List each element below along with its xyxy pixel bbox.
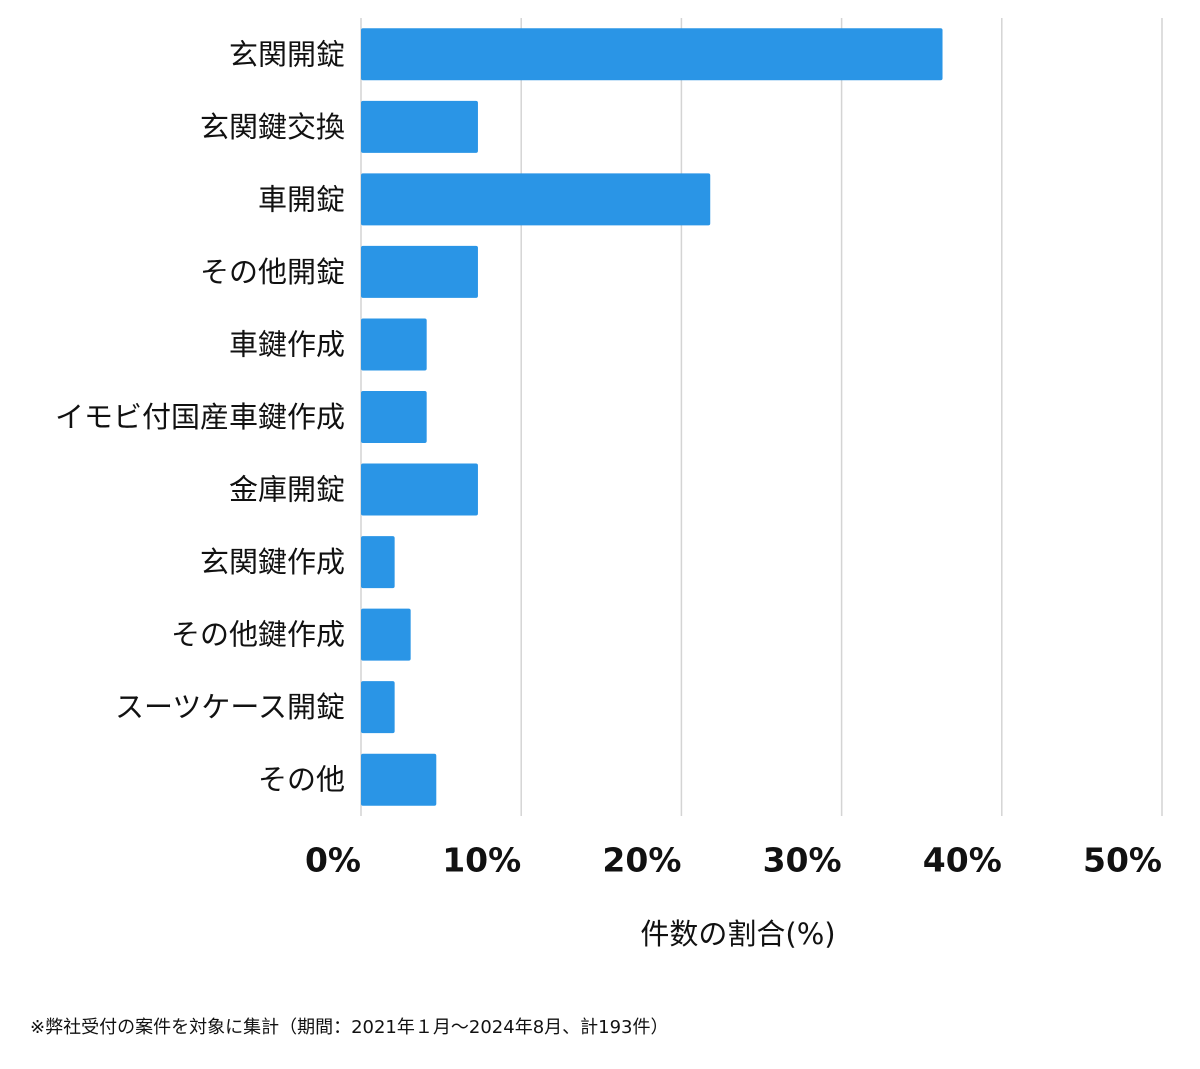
y-tick-label: イモビ付国産車鍵作成 — [55, 400, 345, 434]
bar — [361, 536, 395, 589]
bar — [361, 100, 478, 153]
bar — [361, 463, 478, 516]
x-tick-label: 50% — [1083, 841, 1162, 880]
y-tick-label: その他開錠 — [200, 255, 345, 289]
x-tick-label: 40% — [923, 841, 1002, 880]
y-tick-label: 玄関鍵交換 — [200, 110, 345, 144]
x-tick-label: 30% — [763, 841, 842, 880]
bar — [361, 753, 437, 806]
bar — [361, 681, 395, 734]
x-tick-label: 0% — [305, 841, 361, 880]
bar — [361, 245, 478, 298]
x-tick-label: 20% — [602, 841, 681, 880]
bar — [361, 173, 711, 226]
x-tick-label: 10% — [442, 841, 521, 880]
y-tick-label: 車鍵作成 — [229, 327, 345, 361]
y-tick-label: スーツケース開錠 — [115, 690, 345, 724]
bar — [361, 608, 411, 661]
y-tick-label: 玄関鍵作成 — [200, 545, 345, 579]
y-tick-label: 金庫開錠 — [229, 473, 345, 507]
bar — [361, 28, 943, 81]
y-tick-label: 車開錠 — [258, 182, 345, 216]
y-tick-label: その他鍵作成 — [171, 618, 345, 652]
y-tick-label: 玄関開錠 — [229, 37, 345, 71]
bar — [361, 318, 427, 371]
x-axis-title: 件数の割合(%) — [640, 917, 835, 951]
bar — [361, 391, 427, 443]
footnote: ※弊社受付の案件を対象に集計（期間：2021年１月〜2024年8月、計193件） — [30, 1017, 669, 1038]
y-tick-label: その他 — [258, 763, 345, 797]
